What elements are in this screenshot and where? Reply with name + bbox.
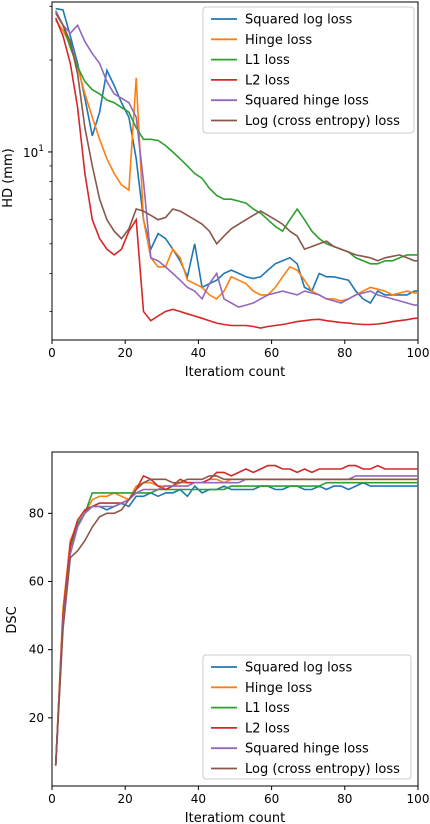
legend-entry-2: L1 loss [245, 53, 290, 68]
x-tick-label: 0 [48, 792, 56, 806]
hd-series-lines [54, 7, 418, 329]
legend-entry-5: Log (cross entropy) loss [245, 114, 400, 129]
legend-entry-5: Log (cross entropy) loss [245, 762, 400, 777]
y-tick-label: 60 [29, 575, 44, 589]
hd-axis-ticks: 0 20 40 60 80 100 101 [23, 5, 430, 360]
x-tick-label: 60 [264, 346, 279, 360]
legend-frame [202, 6, 415, 134]
x-tick-label: 40 [191, 792, 206, 806]
legend-entry-0: Squared log loss [245, 13, 352, 28]
x-tick-label: 80 [337, 346, 352, 360]
series-line-0 [55, 7, 418, 305]
series-line-3 [54, 464, 418, 766]
y-tick-label: 20 [29, 711, 44, 725]
hd-xaxis-label: Iteratiom count [185, 365, 285, 380]
x-tick-label: 40 [191, 346, 206, 360]
dsc-chart: 0 20 40 60 80 100 20 40 60 80 Iteratiom count DSC… [5, 451, 430, 824]
x-tick-label: 100 [407, 346, 430, 360]
legend-entry-1: Hinge loss [245, 33, 312, 48]
legend-entry-0: Squared log loss [245, 661, 352, 676]
x-tick-label: 100 [407, 792, 430, 806]
dsc-xaxis-label: Iteratiom count [185, 811, 285, 824]
dsc-yaxis-label: DSC [5, 606, 20, 633]
series-line-5 [55, 12, 418, 262]
legend-entry-2: L1 loss [245, 701, 290, 716]
hd-legend: Squared log loss Hinge loss L1 loss L2 loss… [202, 6, 415, 134]
x-tick-label: 0 [48, 346, 56, 360]
dsc-legend: Squared log loss Hinge loss L1 loss L2 loss… [202, 654, 412, 780]
legend-entry-1: Hinge loss [245, 681, 312, 696]
series-line-3 [54, 17, 418, 329]
series-line-4 [54, 475, 418, 766]
legend-entry-3: L2 loss [245, 73, 290, 88]
x-tick-label: 80 [337, 792, 352, 806]
legend-entry-3: L2 loss [245, 721, 290, 736]
series-line-2 [54, 481, 418, 766]
y-tick-label: 80 [29, 506, 44, 520]
dsc-series-lines [54, 464, 418, 766]
x-tick-label: 60 [264, 792, 279, 806]
x-tick-label: 20 [118, 346, 133, 360]
dsc-axis-ticks: 0 20 40 60 80 100 20 40 60 80 [29, 506, 430, 806]
series-line-4 [54, 10, 418, 309]
x-tick-label: 20 [118, 792, 133, 806]
series-line-5 [54, 475, 418, 766]
series-line-1 [55, 19, 418, 302]
legend-entry-4: Squared hinge loss [245, 94, 369, 109]
y-tick-label: 101 [23, 144, 44, 160]
legend-frame [202, 654, 412, 780]
hd-yaxis-label: HD (mm) [1, 148, 16, 207]
series-line-2 [54, 10, 418, 265]
y-tick-label: 40 [29, 643, 44, 657]
legend-entry-4: Squared hinge loss [245, 742, 369, 757]
